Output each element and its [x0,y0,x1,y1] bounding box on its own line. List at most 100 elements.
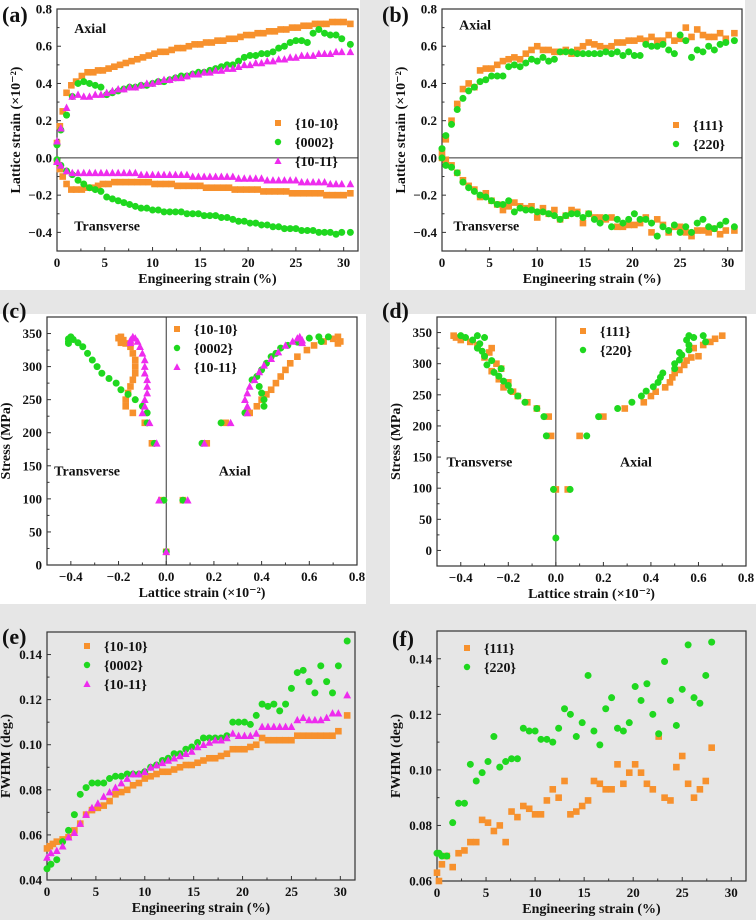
data-point [625,37,632,44]
data-point [317,189,325,197]
panel-label: (b) [382,2,409,27]
data-point [642,40,650,48]
data-point [243,388,252,397]
data-point [337,47,346,56]
y-tick-label: 350 [23,326,43,341]
data-point [205,68,214,76]
data-point [105,787,114,796]
data-point [74,176,82,184]
data-point [590,215,598,223]
data-point [276,707,284,715]
x-tick-label: 10 [529,885,542,900]
x-tick-label: 30 [721,255,734,270]
data-point [53,856,61,864]
data-point [85,79,93,87]
data-point [123,770,131,778]
data-point [670,50,678,58]
x-axis-label: Engineering strain (%) [138,272,277,287]
data-point [211,754,219,762]
data-point [596,42,604,50]
data-point [138,408,147,417]
data-point [170,766,178,773]
data-point [136,342,144,351]
data-point [608,214,615,221]
data-point [272,379,280,387]
y-tick-label: 0.08 [409,818,432,833]
data-point [263,176,272,184]
data-point [217,419,225,427]
data-point [274,347,283,356]
data-point [297,178,306,186]
data-point [59,838,67,846]
data-point [138,349,147,357]
data-point [165,75,174,84]
data-point [326,49,335,57]
data-point [97,168,105,177]
data-point [277,26,284,33]
data-point [108,195,116,203]
data-point [533,57,541,65]
data-point [493,200,501,208]
data-point [334,333,342,341]
data-point [179,44,187,52]
x-tick-label: 5 [486,255,493,270]
data-point [270,700,278,708]
x-tick-label: 0.6 [301,569,318,584]
data-point [211,736,220,744]
data-point [70,811,78,819]
data-point [197,41,204,48]
data-point [613,223,621,231]
data-point [94,67,102,74]
data-point [584,671,592,679]
data-point [140,767,149,776]
data-point [317,732,325,740]
y-tick-label: 150 [23,458,43,473]
data-point [685,332,693,340]
data-point [457,336,465,344]
data-point [699,48,707,56]
data-point [258,734,266,742]
data-point [499,72,507,80]
data-point [74,79,82,87]
data-point [455,799,463,807]
data-point [346,40,354,48]
data-point [533,214,541,221]
legend-marker [83,680,91,687]
y-tick-label: −0.4 [413,225,437,240]
data-point [243,408,252,417]
data-point [231,186,239,193]
data-point [631,221,638,229]
data-point [661,384,669,391]
data-point [74,90,82,98]
data-point [170,750,178,758]
data-point [508,755,516,763]
data-point [711,33,718,41]
data-point [311,20,319,28]
data-point [596,780,604,788]
x-tick-label: −0.2 [107,569,131,584]
data-point [675,348,683,356]
data-point [82,810,91,818]
data-point [455,849,462,857]
data-point [293,715,302,724]
data-point [53,157,61,165]
data-point [106,797,113,805]
data-point [91,90,100,98]
data-point [160,170,168,178]
data-point [731,29,738,37]
data-point [131,83,140,91]
data-point [303,178,312,186]
data-point [543,797,551,804]
data-point [562,48,570,56]
data-point [314,49,323,57]
data-point [80,180,88,188]
data-point [174,44,181,52]
data-point [496,763,504,771]
data-point [174,182,181,190]
data-point [311,189,319,197]
data-point [590,727,598,735]
data-point [112,791,119,798]
data-point [488,72,496,80]
data-point [665,227,673,235]
data-point [493,72,501,80]
